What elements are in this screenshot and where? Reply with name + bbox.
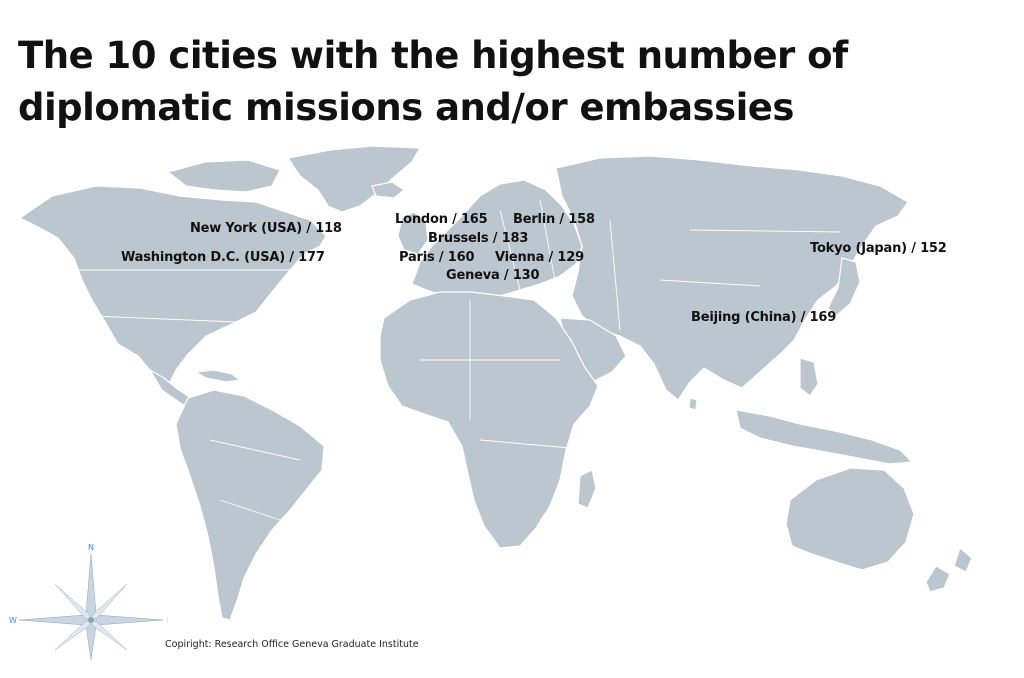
japan-shape	[827, 257, 861, 317]
asia-shape	[555, 155, 909, 401]
label-beijing: Beijing (China) / 169	[691, 310, 837, 325]
compass-rose-icon: N W E	[9, 543, 168, 661]
caribbean-shape	[195, 369, 241, 383]
south-america-shape	[175, 389, 325, 621]
label-vienna: Vienna / 129	[495, 250, 584, 265]
new-zealand-south-shape	[953, 547, 973, 573]
compass-north: N	[88, 543, 94, 552]
africa-shape	[379, 291, 599, 549]
label-new-york: New York (USA) / 118	[190, 221, 342, 236]
label-paris: Paris / 160	[399, 250, 475, 265]
label-washington: Washington D.C. (USA) / 177	[121, 250, 325, 265]
madagascar-shape	[577, 469, 597, 509]
north-america-shape	[19, 185, 327, 387]
new-zealand-shape	[925, 565, 951, 593]
label-berlin: Berlin / 158	[513, 212, 595, 227]
arctic-islands-shape	[167, 159, 281, 193]
label-geneva: Geneva / 130	[446, 268, 540, 283]
sri-lanka-shape	[688, 397, 698, 411]
iceland-shape	[371, 181, 405, 199]
philippines-shape	[799, 357, 819, 397]
copyright-note: Copiright: Research Office Geneva Gradua…	[165, 639, 419, 650]
map-title: The 10 cities with the highest number of…	[18, 34, 848, 129]
indonesia-shape	[735, 409, 913, 465]
greenland-shape	[287, 145, 421, 213]
label-tokyo: Tokyo (Japan) / 152	[810, 241, 947, 256]
label-brussels: Brussels / 183	[428, 231, 529, 246]
british-isles-shape	[397, 211, 429, 255]
australia-shape	[785, 467, 915, 571]
compass-east: E	[167, 616, 168, 625]
country-borders	[72, 199, 841, 521]
compass-west: W	[9, 616, 17, 625]
world-map	[19, 145, 973, 621]
label-london: London / 165	[395, 212, 488, 227]
